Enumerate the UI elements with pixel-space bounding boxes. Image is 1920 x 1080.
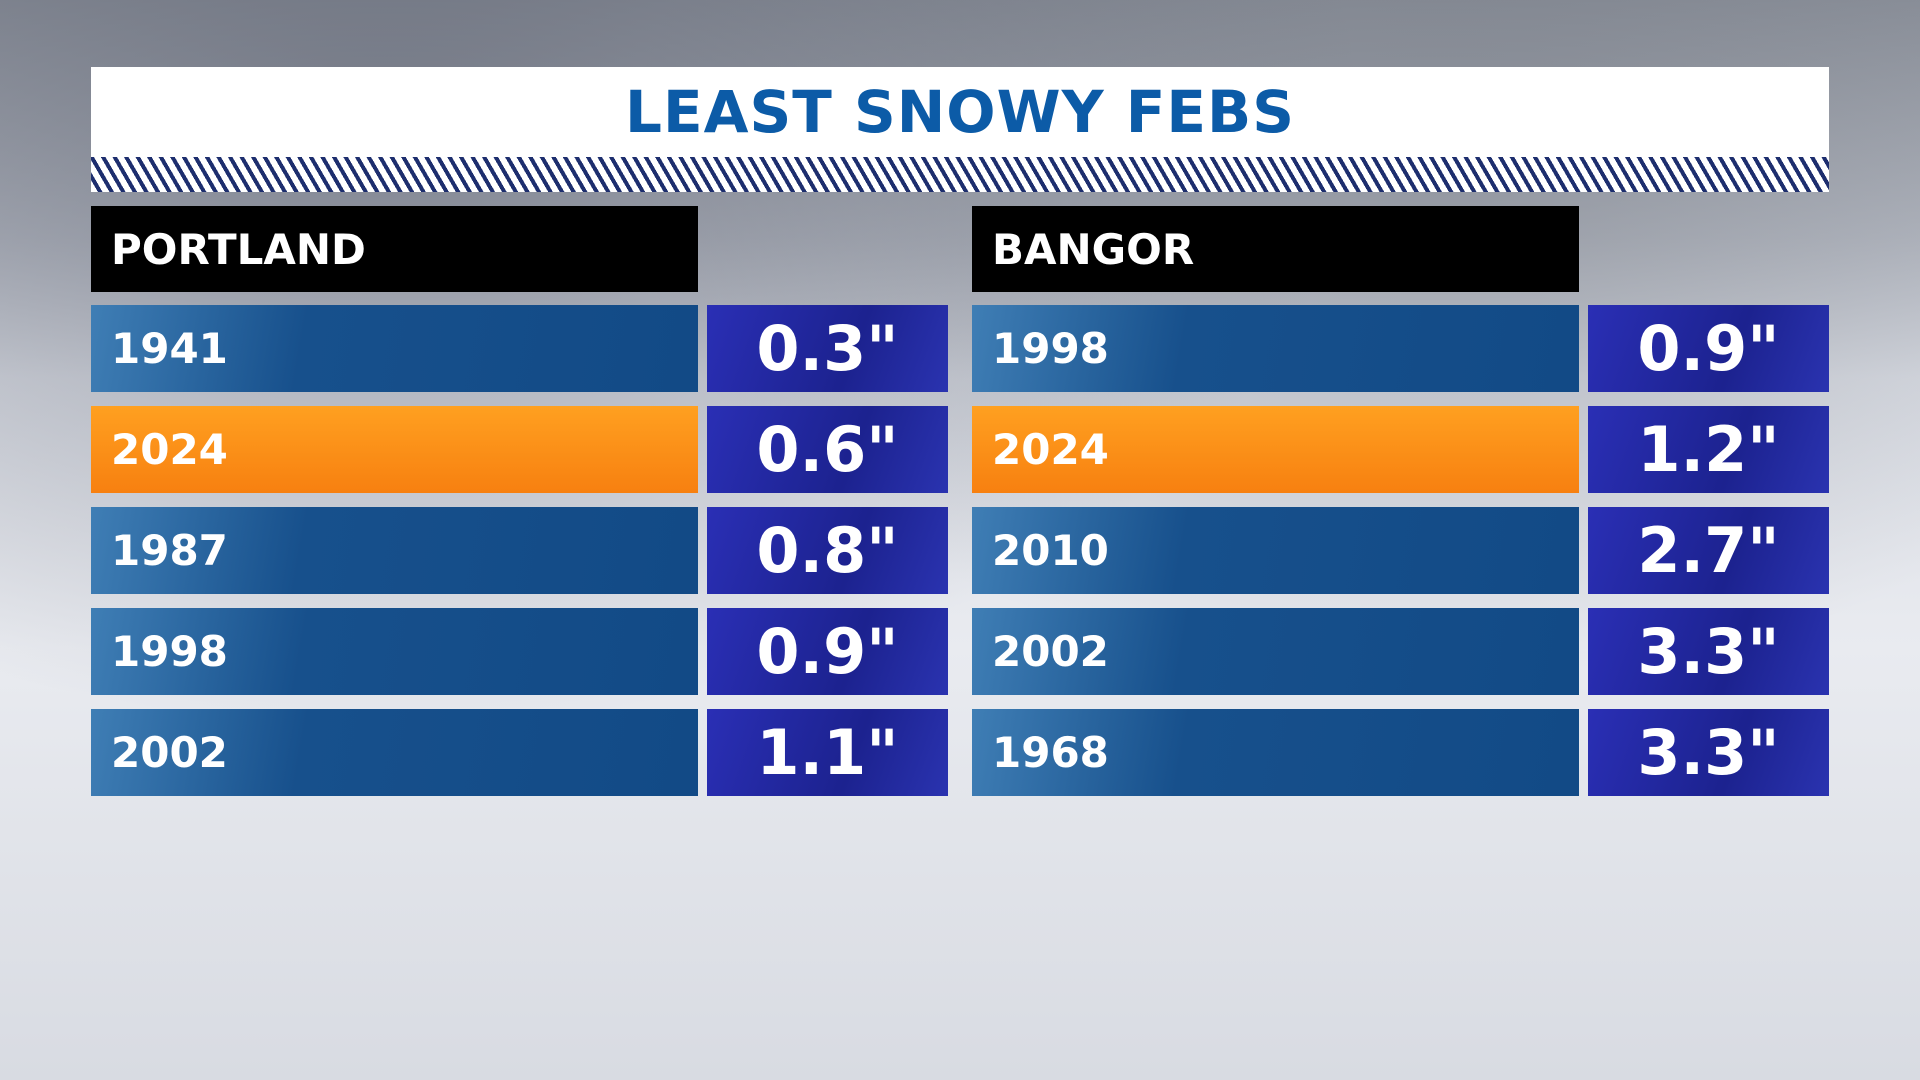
- value-cell: 0.8": [707, 507, 948, 594]
- year-cell: 1968: [972, 709, 1579, 796]
- year-cell: 1941: [91, 305, 698, 392]
- value-cell: 3.3": [1588, 608, 1829, 695]
- table-header: BANGOR: [972, 206, 1579, 292]
- value-cell: 1.1": [707, 709, 948, 796]
- year-cell: 1998: [91, 608, 698, 695]
- value-cell: 0.9": [1588, 305, 1829, 392]
- value-cell: 0.6": [707, 406, 948, 493]
- year-cell: 2024: [972, 406, 1579, 493]
- year-cell: 1998: [972, 305, 1579, 392]
- hatch-band: [91, 157, 1829, 192]
- value-cell: 0.9": [707, 608, 948, 695]
- value-cell: 3.3": [1588, 709, 1829, 796]
- title-box: LEAST SNOWY FEBS: [91, 67, 1829, 157]
- year-cell: 1987: [91, 507, 698, 594]
- value-cell: 0.3": [707, 305, 948, 392]
- year-cell: 2002: [91, 709, 698, 796]
- table-header: PORTLAND: [91, 206, 698, 292]
- value-cell: 1.2": [1588, 406, 1829, 493]
- year-cell: 2002: [972, 608, 1579, 695]
- year-cell: 2024: [91, 406, 698, 493]
- value-cell: 2.7": [1588, 507, 1829, 594]
- title: LEAST SNOWY FEBS: [624, 78, 1295, 146]
- year-cell: 2010: [972, 507, 1579, 594]
